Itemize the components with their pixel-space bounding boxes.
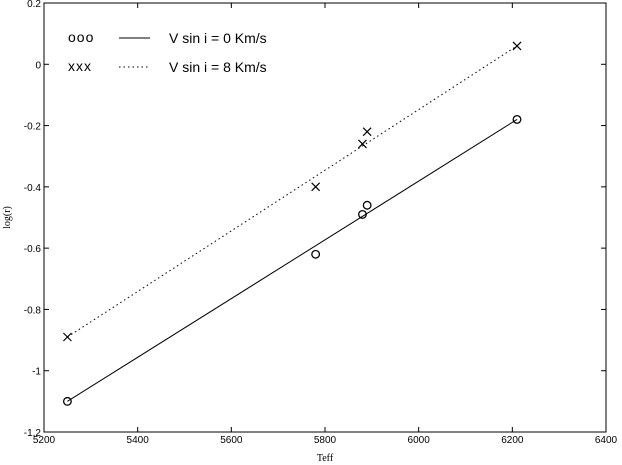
x-tick-label: 6000 <box>408 435 431 446</box>
data-point-series-2 <box>358 139 367 149</box>
data-point-series-2 <box>362 127 372 137</box>
x-axis-label: Teff <box>317 453 334 464</box>
y-tick-label: 0.2 <box>27 0 41 10</box>
fit-line-series-2 <box>67 45 518 338</box>
legend: ooo V sin i = 0 Km/s xxx V sin i = 8 Km/s <box>68 29 267 75</box>
fit-line-series-1 <box>67 119 518 402</box>
data-point-series-1 <box>311 249 321 259</box>
data-point-series-1 <box>512 114 522 124</box>
data-point-series-2 <box>512 41 522 51</box>
data-point-series-2-stroke <box>358 139 367 149</box>
data-point-series-1 <box>62 396 72 406</box>
x-tick-label: 5600 <box>220 435 243 446</box>
data-point-series-1 <box>358 209 367 219</box>
data-points <box>62 41 522 406</box>
y-tick-label: -1.2 <box>24 428 42 439</box>
axis-ticks: 5200 5400 5600 5800 6000 6200 6400 0.2 0 -0.2 -0.4… <box>24 0 618 446</box>
x-tick-label: 6400 <box>595 435 618 446</box>
data-point-series-2 <box>311 182 321 192</box>
y-tick-label: -0.8 <box>24 305 42 316</box>
y-tick-label: 0 <box>35 60 41 71</box>
data-point-series-2-stroke <box>62 332 72 342</box>
x-tick-label: 5400 <box>127 435 150 446</box>
y-tick-label: -0.4 <box>24 183 42 194</box>
data-point-series-2-stroke <box>362 127 372 137</box>
data-point-series-2-stroke <box>512 41 522 51</box>
data-point-series-1 <box>362 200 372 210</box>
y-tick-label: -0.2 <box>24 122 42 133</box>
x-tick-label: 5200 <box>33 435 56 446</box>
legend-series-name: V sin i = 0 Km/s <box>169 30 267 46</box>
legend-series-name: V sin i = 8 Km/s <box>169 59 267 75</box>
x-tick-label: 5800 <box>314 435 337 446</box>
legend-marker-label: ooo <box>68 29 94 45</box>
x-tick-label: 6200 <box>501 435 524 446</box>
y-tick-label: -1 <box>32 367 41 378</box>
data-point-series-2 <box>62 332 72 342</box>
data-point-series-2-stroke <box>311 182 321 192</box>
legend-marker-label: xxx <box>68 58 92 74</box>
y-tick-label: -0.6 <box>24 244 42 255</box>
y-axis-label: log(r) <box>2 206 13 229</box>
fit-lines <box>67 45 518 402</box>
